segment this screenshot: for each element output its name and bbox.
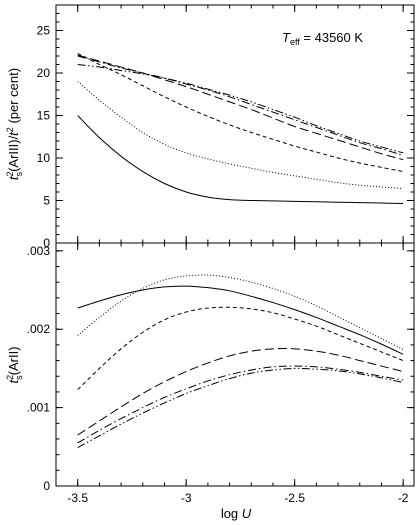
top-series-dashdotdot	[77, 64, 404, 154]
bottom-ylabel-end: (ArII)	[6, 346, 21, 375]
top-series-dashed-short	[77, 53, 404, 173]
bottom-series-solid	[77, 285, 404, 355]
top-ytick-label: 20	[37, 66, 51, 80]
top-ylabel-sub: s	[14, 171, 24, 176]
bottom-series-dashed-short	[77, 306, 404, 390]
top-ticks: 0 5 10 15 20 25	[37, 4, 414, 250]
bottom-series-dashdot	[77, 365, 404, 444]
annotation-value: = 43560 K	[300, 30, 364, 45]
temperature-annotation: Teff = 43560 K	[282, 30, 363, 47]
bottom-ytick-label: 0	[43, 479, 50, 493]
xlabel-log: log	[221, 506, 242, 521]
xtick-label: -2	[398, 491, 409, 505]
xlabel-var: U	[242, 506, 252, 521]
top-ylabel-mid: (ArIII)/	[6, 135, 21, 171]
xtick-label: -3.5	[67, 491, 88, 505]
xtick-label: -3	[181, 491, 192, 505]
top-series-dotted	[77, 81, 404, 190]
top-series-dashdot	[77, 55, 404, 156]
top-ytick-label: 25	[37, 24, 51, 38]
bottom-ylabel-t: t	[6, 379, 21, 384]
top-series-solid	[77, 115, 404, 204]
bottom-series	[77, 274, 404, 449]
top-ytick-label: 15	[37, 109, 51, 123]
bottom-ylabel: t2s(ArII)	[5, 346, 24, 383]
bottom-ytick-label: .003	[27, 244, 51, 258]
top-ytick-label: 10	[37, 151, 51, 165]
bottom-series-dotted	[77, 274, 404, 351]
bottom-ytick-label: .001	[27, 401, 51, 415]
top-series	[77, 53, 404, 204]
bottom-ytick-label: .002	[27, 322, 51, 336]
xlabel: log U	[221, 506, 252, 521]
top-ylabel: t2s(ArIII)/t2 (per cent)	[5, 68, 24, 180]
annotation-T: T	[282, 30, 291, 45]
xtick-label: -2.5	[284, 491, 305, 505]
bottom-series-dashdotdot	[77, 367, 404, 449]
top-ytick-label: 5	[43, 194, 50, 208]
bottom-series-dashed-long	[77, 348, 404, 436]
top-series-dashed-long	[77, 54, 404, 161]
top-ylabel-t: t	[6, 175, 21, 180]
top-ylabel-t2: t	[6, 131, 21, 136]
top-ytick-label: 0	[43, 236, 50, 250]
annotation-sub: eff	[290, 37, 300, 47]
top-ylabel-sup2: 2	[5, 127, 15, 132]
bottom-ylabel-sub: s	[14, 375, 24, 380]
top-ylabel-end: (per cent)	[6, 68, 21, 127]
bottom-ylabel-sup: 2	[5, 375, 15, 380]
bottom-panel-frame	[55, 242, 415, 487]
bottom-ticks: 0 .001 .002 .003 -3.5 -3 -2.5 -2	[27, 243, 414, 505]
top-ylabel-sup: 2	[5, 171, 15, 176]
